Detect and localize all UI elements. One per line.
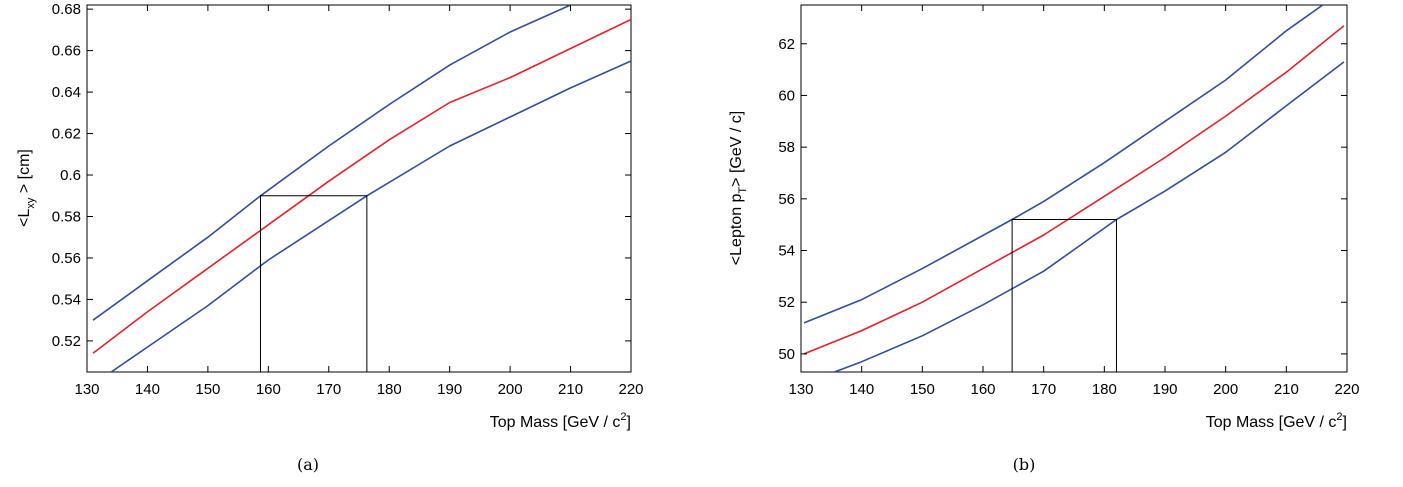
x-tick-label: 140 bbox=[135, 381, 160, 398]
plot-frame bbox=[86, 4, 632, 373]
x-tick-label: 220 bbox=[1334, 381, 1359, 398]
y-axis-label: <Lxy > [cm] bbox=[16, 149, 37, 227]
x-ticks: 130 140 150 160 170 180 190 200 210 220 bbox=[74, 5, 644, 398]
y-tick-label: 0.68 bbox=[52, 1, 81, 18]
x-tick-label: 150 bbox=[910, 381, 935, 398]
y-tick-label: 0.64 bbox=[52, 84, 81, 101]
y-tick-label: 0.62 bbox=[52, 126, 81, 143]
x-tick-label: 160 bbox=[970, 381, 995, 398]
y-tick-label: 0.66 bbox=[52, 43, 81, 60]
y-tick-label: 0.54 bbox=[52, 291, 81, 308]
lower-curve bbox=[110, 60, 631, 372]
x-tick-label: 170 bbox=[1031, 381, 1056, 398]
x-tick-label: 210 bbox=[1274, 381, 1299, 398]
x-tick-label: 150 bbox=[195, 381, 220, 398]
x-tick-label: 140 bbox=[849, 381, 874, 398]
caption: (a) bbox=[297, 455, 319, 474]
plot-frame bbox=[800, 4, 1348, 373]
reference-box-outline bbox=[1011, 219, 1117, 372]
x-axis-label: Top Mass [GeV / c2] bbox=[1206, 411, 1347, 431]
y-tick-label: 0.6 bbox=[60, 167, 81, 184]
upper-curve bbox=[92, 5, 573, 321]
panel-a: 130 140 150 160 170 180 190 200 210 220 0.520.540… bbox=[16, 1, 644, 474]
y-tick-label: 50 bbox=[778, 346, 795, 363]
x-tick-label: 170 bbox=[316, 381, 341, 398]
y-tick-label: 58 bbox=[778, 139, 795, 156]
central-curve bbox=[803, 25, 1345, 355]
x-tick-label: 160 bbox=[256, 381, 281, 398]
y-axis-label: <Lepton pT> [GeV / c] bbox=[728, 111, 749, 265]
y-tick-label: 52 bbox=[778, 294, 795, 311]
y-tick-label: 56 bbox=[778, 191, 795, 208]
y-tick-label: 0.56 bbox=[52, 250, 81, 267]
x-tick-label: 180 bbox=[377, 381, 402, 398]
x-tick-label: 200 bbox=[498, 381, 523, 398]
reference-box-outline bbox=[259, 195, 368, 372]
y-ticks: 0.52 0.54 0.56 0.58 0.6 0.62 0.64 0.66 0.68 bbox=[52, 1, 631, 350]
y-ticks: 50 52 54 56 58 60 62 bbox=[778, 36, 1347, 363]
y-tick-label: 62 bbox=[778, 36, 795, 53]
x-tick-label: 190 bbox=[1152, 381, 1177, 398]
x-tick-label: 180 bbox=[1092, 381, 1117, 398]
series-layer bbox=[92, 5, 631, 372]
x-axis-label: Top Mass [GeV / c2] bbox=[490, 411, 631, 431]
x-tick-label: 130 bbox=[788, 381, 813, 398]
caption: (b) bbox=[1013, 455, 1036, 474]
x-tick-label: 130 bbox=[74, 381, 99, 398]
y-tick-label: 0.58 bbox=[52, 208, 81, 225]
y-tick-label: 60 bbox=[778, 87, 795, 104]
x-tick-label: 210 bbox=[558, 381, 583, 398]
upper-curve bbox=[803, 5, 1324, 324]
panel-b: 130 140 150 160 170 180 190 200 210 220 505254565… bbox=[728, 4, 1360, 474]
y-tick-label: 54 bbox=[778, 243, 795, 260]
reference-box bbox=[259, 195, 368, 372]
reference-box bbox=[1011, 219, 1117, 372]
x-tick-label: 200 bbox=[1213, 381, 1238, 398]
x-ticks: 130 140 150 160 170 180 190 200 210 220 bbox=[788, 5, 1360, 398]
x-tick-label: 220 bbox=[618, 381, 643, 398]
lower-curve bbox=[834, 61, 1345, 372]
x-tick-label: 190 bbox=[437, 381, 462, 398]
central-curve bbox=[92, 18, 631, 354]
series-layer bbox=[803, 5, 1345, 372]
y-tick-label: 0.52 bbox=[52, 333, 81, 350]
